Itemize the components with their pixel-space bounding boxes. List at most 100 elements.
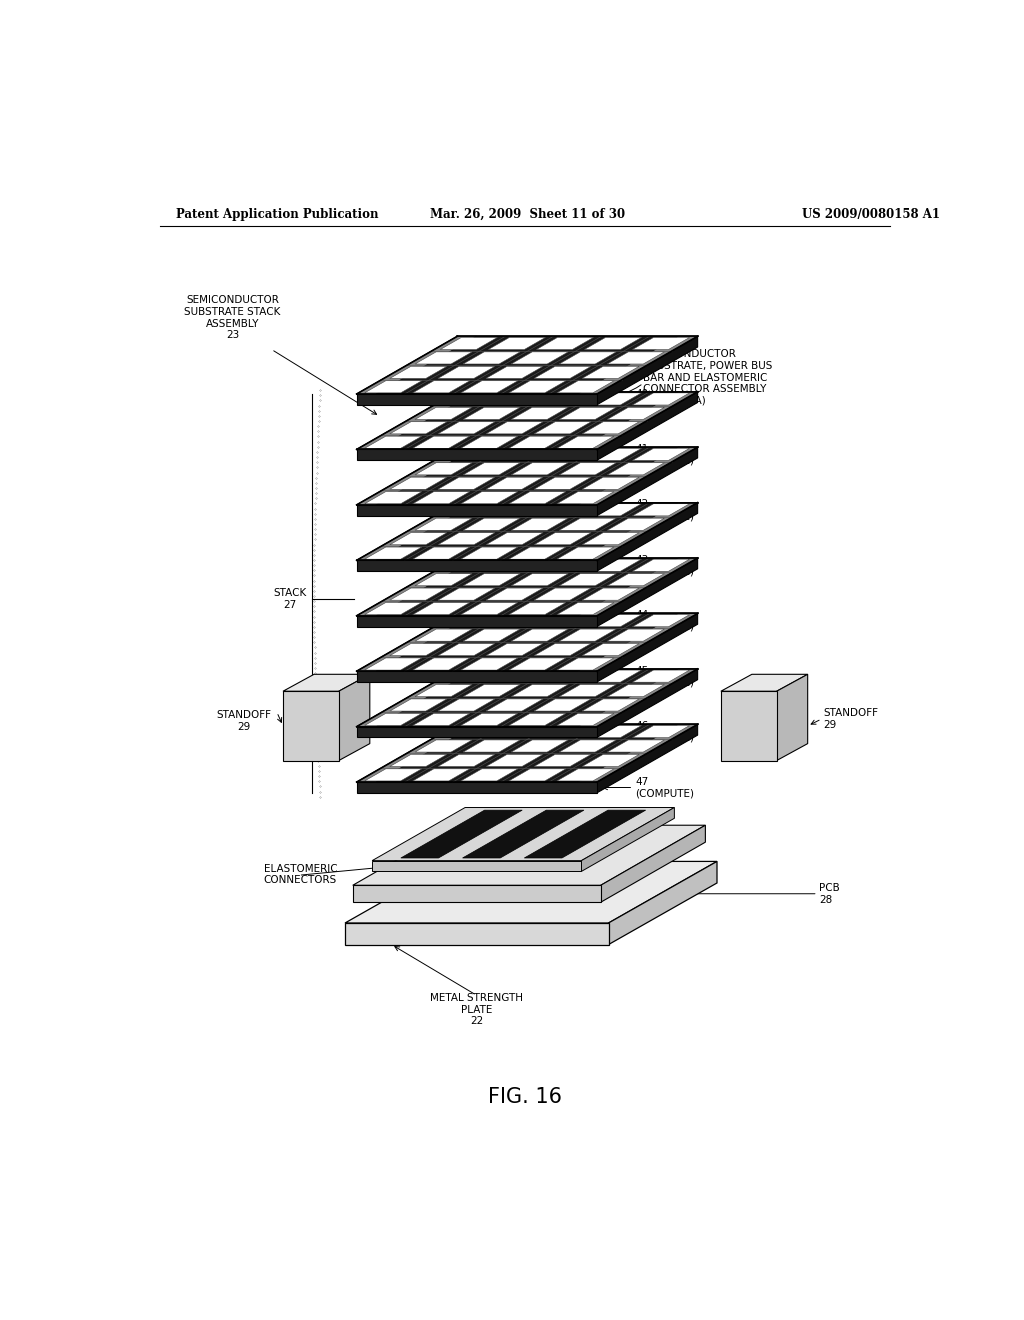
Polygon shape	[413, 657, 470, 671]
Polygon shape	[440, 615, 498, 627]
Polygon shape	[365, 768, 422, 781]
Polygon shape	[438, 478, 495, 490]
Polygon shape	[356, 669, 476, 726]
Text: Mar. 26, 2009  Sheet 11 of 30: Mar. 26, 2009 Sheet 11 of 30	[430, 209, 626, 222]
Polygon shape	[524, 810, 646, 858]
Polygon shape	[557, 436, 614, 449]
Polygon shape	[356, 669, 697, 726]
Polygon shape	[585, 393, 642, 405]
Polygon shape	[463, 352, 520, 364]
Polygon shape	[534, 644, 591, 656]
Polygon shape	[365, 602, 422, 615]
Polygon shape	[509, 546, 566, 560]
Polygon shape	[721, 692, 776, 760]
Polygon shape	[461, 436, 518, 449]
Polygon shape	[356, 671, 597, 682]
Polygon shape	[413, 436, 470, 449]
Polygon shape	[463, 685, 520, 697]
Polygon shape	[597, 725, 697, 793]
Polygon shape	[413, 713, 470, 726]
Polygon shape	[585, 338, 642, 350]
Polygon shape	[356, 337, 697, 395]
Polygon shape	[597, 447, 697, 516]
Polygon shape	[585, 504, 642, 516]
Polygon shape	[356, 447, 476, 506]
Polygon shape	[776, 675, 808, 760]
Polygon shape	[721, 675, 808, 692]
Polygon shape	[559, 463, 616, 475]
Polygon shape	[356, 337, 476, 395]
Text: STANDOFF
29: STANDOFF 29	[216, 710, 271, 733]
Polygon shape	[463, 810, 584, 858]
Polygon shape	[438, 700, 495, 711]
Polygon shape	[608, 862, 717, 945]
Polygon shape	[582, 478, 639, 490]
Polygon shape	[488, 338, 546, 350]
Polygon shape	[486, 533, 543, 545]
Polygon shape	[463, 574, 520, 586]
Polygon shape	[597, 392, 697, 461]
Polygon shape	[557, 602, 614, 615]
Polygon shape	[597, 614, 697, 682]
Polygon shape	[413, 768, 470, 781]
Polygon shape	[463, 463, 520, 475]
Polygon shape	[486, 478, 543, 490]
Polygon shape	[356, 781, 597, 793]
Polygon shape	[415, 630, 472, 642]
Text: 46
(COMPUTE): 46 (COMPUTE)	[636, 721, 694, 743]
Polygon shape	[440, 338, 498, 350]
Polygon shape	[537, 338, 594, 350]
Text: STACK
27: STACK 27	[273, 587, 306, 610]
Polygon shape	[413, 602, 470, 615]
Polygon shape	[537, 393, 594, 405]
Polygon shape	[486, 589, 543, 601]
Text: METAL STRENGTH
PLATE
22: METAL STRENGTH PLATE 22	[430, 993, 523, 1026]
Polygon shape	[356, 725, 697, 781]
Polygon shape	[578, 558, 697, 615]
Polygon shape	[534, 755, 591, 767]
Polygon shape	[559, 352, 616, 364]
Polygon shape	[415, 352, 472, 364]
Polygon shape	[486, 367, 543, 379]
Polygon shape	[438, 644, 495, 656]
Polygon shape	[390, 533, 447, 545]
Polygon shape	[463, 408, 520, 420]
Polygon shape	[633, 338, 689, 350]
Polygon shape	[633, 671, 689, 682]
Text: FIG. 16: FIG. 16	[487, 1088, 562, 1107]
Polygon shape	[356, 447, 697, 506]
Polygon shape	[582, 422, 639, 434]
Polygon shape	[413, 380, 470, 393]
Polygon shape	[511, 463, 568, 475]
Polygon shape	[415, 463, 472, 475]
Polygon shape	[557, 657, 614, 671]
Polygon shape	[559, 408, 616, 420]
Polygon shape	[440, 560, 498, 572]
Polygon shape	[415, 519, 472, 531]
Polygon shape	[486, 755, 543, 767]
Text: 43
(COMPUTE): 43 (COMPUTE)	[636, 554, 694, 577]
Polygon shape	[365, 491, 422, 504]
Polygon shape	[633, 504, 689, 516]
Polygon shape	[509, 768, 566, 781]
Polygon shape	[534, 367, 591, 379]
Polygon shape	[607, 352, 665, 364]
Polygon shape	[345, 923, 608, 945]
Polygon shape	[365, 546, 422, 560]
Polygon shape	[463, 630, 520, 642]
Polygon shape	[356, 506, 597, 516]
Polygon shape	[582, 808, 675, 871]
Text: US 2009/0080158 A1: US 2009/0080158 A1	[802, 209, 940, 222]
Polygon shape	[356, 558, 697, 615]
Polygon shape	[511, 741, 568, 752]
Polygon shape	[438, 589, 495, 601]
Polygon shape	[578, 669, 697, 726]
Polygon shape	[585, 449, 642, 461]
Polygon shape	[345, 862, 717, 923]
Polygon shape	[509, 436, 566, 449]
Polygon shape	[365, 713, 422, 726]
Polygon shape	[534, 532, 591, 545]
Polygon shape	[633, 615, 689, 627]
Polygon shape	[585, 726, 642, 738]
Polygon shape	[607, 630, 665, 642]
